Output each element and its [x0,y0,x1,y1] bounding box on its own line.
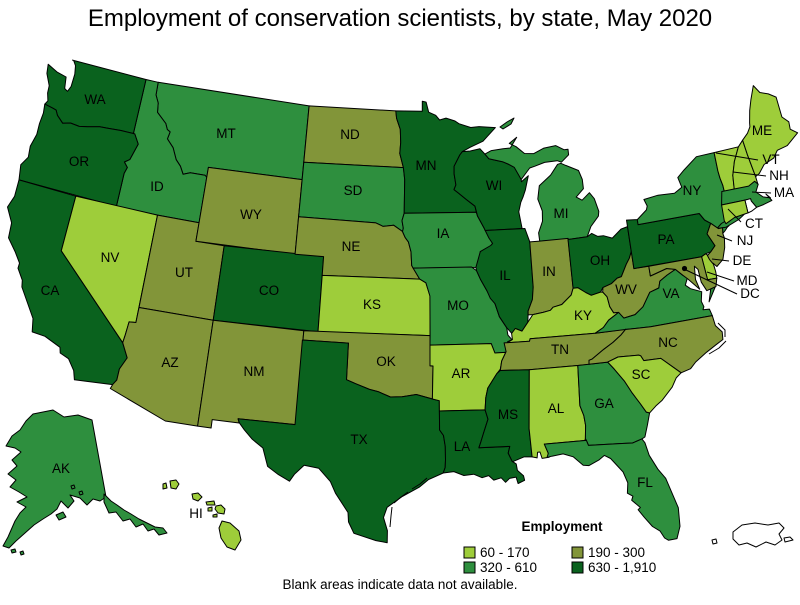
svg-text:MA: MA [774,185,794,200]
svg-text:NV: NV [101,250,120,265]
svg-text:NE: NE [342,239,361,254]
svg-text:NJ: NJ [737,233,754,248]
svg-text:KS: KS [363,297,381,312]
svg-text:MN: MN [416,158,437,173]
svg-text:NC: NC [658,335,678,350]
svg-text:SC: SC [632,367,651,382]
svg-text:UT: UT [175,265,193,280]
svg-text:IN: IN [542,264,556,279]
svg-text:320 - 610: 320 - 610 [480,560,537,575]
svg-text:CA: CA [41,283,60,298]
svg-text:WV: WV [615,282,637,297]
svg-text:CT: CT [745,216,763,231]
svg-text:630 - 1,910: 630 - 1,910 [588,560,656,575]
svg-text:AL: AL [548,401,565,416]
svg-text:Employment: Employment [521,519,603,534]
svg-text:KY: KY [574,308,592,323]
svg-text:VA: VA [662,286,679,301]
svg-text:GA: GA [594,396,614,411]
svg-text:AK: AK [52,461,70,476]
svg-text:AZ: AZ [161,355,178,370]
svg-text:ID: ID [150,179,164,194]
svg-text:IL: IL [499,268,511,283]
svg-text:AR: AR [452,366,471,381]
svg-text:190 - 300: 190 - 300 [588,545,645,560]
svg-text:MI: MI [554,206,569,221]
svg-text:TN: TN [551,342,569,357]
svg-text:LA: LA [454,439,471,454]
svg-text:WA: WA [84,92,105,107]
svg-text:VT: VT [762,152,779,167]
svg-text:NY: NY [683,183,702,198]
svg-text:OR: OR [69,154,90,169]
svg-text:60 - 170: 60 - 170 [480,545,530,560]
svg-text:Blank areas indicate data not: Blank areas indicate data not available. [283,577,518,592]
svg-text:IA: IA [437,226,450,241]
svg-text:DC: DC [740,286,760,301]
svg-text:Employment of conservation sci: Employment of conservation scientists, b… [88,5,712,32]
svg-text:ND: ND [340,127,360,142]
svg-text:WY: WY [240,207,262,222]
svg-text:OH: OH [590,253,610,268]
svg-text:WI: WI [486,178,503,193]
svg-text:MS: MS [498,407,518,422]
svg-text:MD: MD [737,273,758,288]
svg-text:MT: MT [216,126,236,141]
svg-text:SD: SD [344,183,363,198]
svg-text:NM: NM [244,364,265,379]
svg-text:NH: NH [769,168,789,183]
svg-text:MO: MO [447,298,469,313]
svg-text:TX: TX [350,432,367,447]
svg-text:FL: FL [637,475,653,490]
svg-text:OK: OK [376,354,396,369]
svg-text:PA: PA [657,232,674,247]
svg-text:DE: DE [733,253,752,268]
svg-text:ME: ME [752,123,772,138]
svg-text:HI: HI [189,506,203,521]
svg-text:CO: CO [259,283,279,298]
